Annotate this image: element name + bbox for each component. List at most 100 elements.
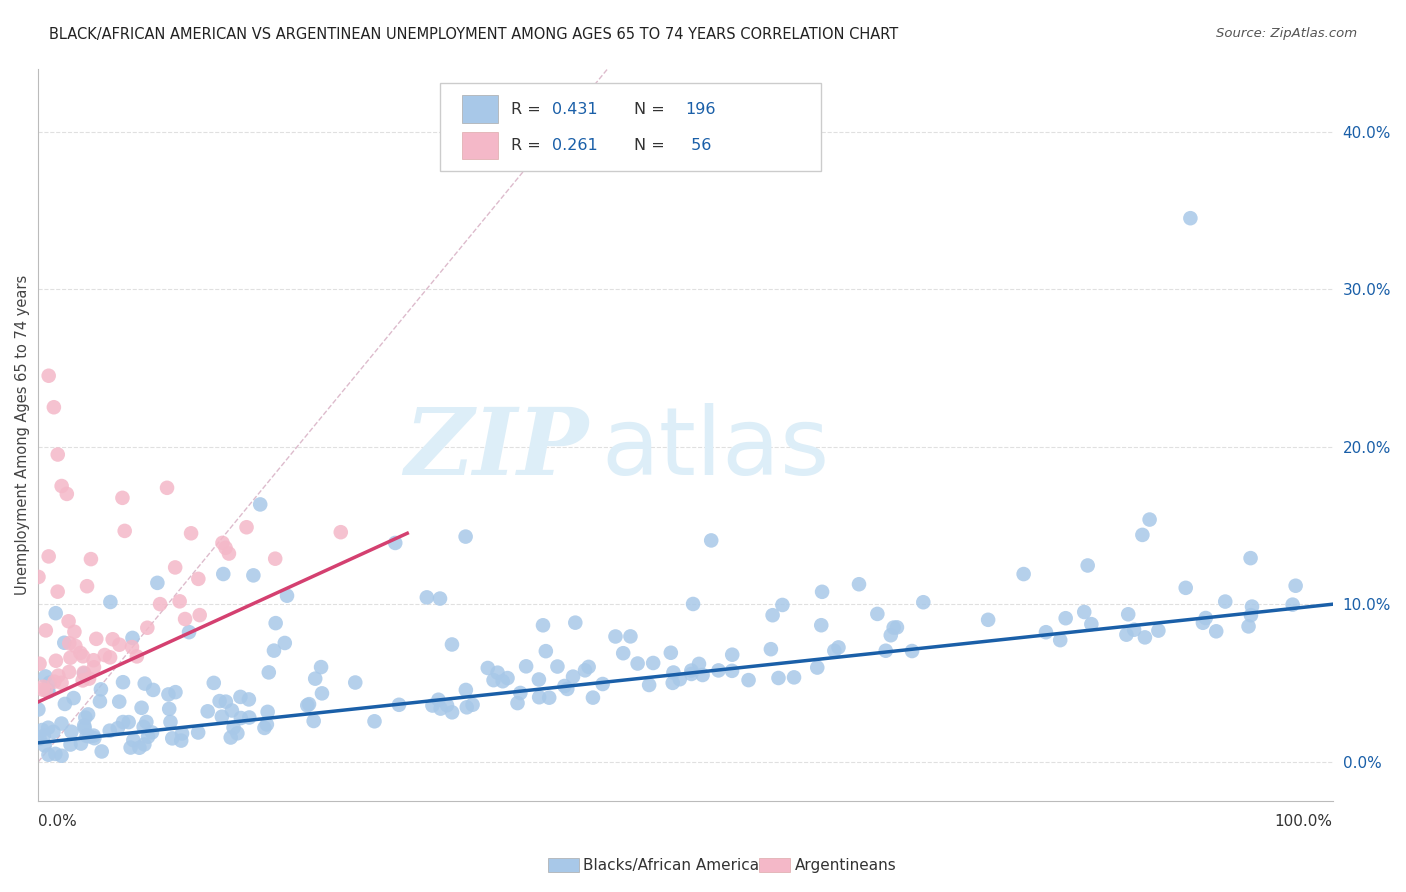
Point xyxy=(111,675,134,690)
Point xyxy=(27,702,49,716)
Point xyxy=(69,646,91,660)
Point xyxy=(263,643,285,657)
Point xyxy=(56,487,79,501)
Point xyxy=(108,638,131,652)
Point xyxy=(256,705,278,719)
Point xyxy=(553,679,575,693)
Point xyxy=(51,675,73,690)
Point xyxy=(1174,581,1197,595)
Point xyxy=(700,533,723,548)
Point xyxy=(108,695,131,709)
Point xyxy=(592,677,614,691)
Point xyxy=(60,724,83,739)
Point xyxy=(76,729,98,743)
Point xyxy=(98,650,121,665)
Point xyxy=(202,676,225,690)
Point xyxy=(80,552,103,566)
Point xyxy=(226,726,249,740)
Point xyxy=(107,721,129,735)
Point xyxy=(509,686,531,700)
Point xyxy=(242,568,264,582)
Point xyxy=(134,738,156,752)
Point xyxy=(506,696,529,710)
Point xyxy=(1049,633,1071,648)
Point xyxy=(302,714,325,728)
Point xyxy=(37,747,59,762)
Point xyxy=(692,668,714,682)
Point xyxy=(309,660,332,674)
Point xyxy=(1240,608,1263,623)
Point xyxy=(53,636,76,650)
Point xyxy=(27,570,49,584)
Point xyxy=(83,731,105,746)
Point xyxy=(238,710,260,724)
Point xyxy=(810,618,832,632)
Point xyxy=(668,672,690,686)
Point xyxy=(440,638,463,652)
Point xyxy=(1132,528,1154,542)
Point xyxy=(737,673,759,687)
Point xyxy=(759,642,782,657)
Point xyxy=(707,664,730,678)
Point xyxy=(1239,551,1261,566)
Text: N =: N = xyxy=(634,138,669,153)
Point xyxy=(58,615,80,629)
Point xyxy=(582,690,605,705)
Point xyxy=(177,625,200,640)
Text: 0.0%: 0.0% xyxy=(38,814,77,829)
Point xyxy=(77,672,100,686)
Point xyxy=(304,672,326,686)
Point xyxy=(42,401,65,415)
Point xyxy=(977,613,1000,627)
Point xyxy=(823,644,845,658)
Point xyxy=(1180,211,1202,226)
Point xyxy=(34,739,56,753)
Point xyxy=(125,649,148,664)
Point xyxy=(131,700,153,714)
Point xyxy=(46,584,69,599)
Point xyxy=(73,718,96,732)
Point xyxy=(416,591,439,605)
Point xyxy=(90,682,112,697)
Text: R =: R = xyxy=(510,102,546,117)
Point xyxy=(562,670,585,684)
Point xyxy=(564,615,586,630)
Point xyxy=(1080,617,1102,632)
Point xyxy=(42,724,65,739)
Point xyxy=(165,685,187,699)
Point xyxy=(441,706,464,720)
Point xyxy=(63,624,86,639)
Point xyxy=(73,721,96,735)
Point xyxy=(344,675,367,690)
Point xyxy=(134,676,156,690)
Point xyxy=(38,684,60,698)
Text: 0.261: 0.261 xyxy=(553,138,598,153)
Point xyxy=(538,690,561,705)
Point xyxy=(212,567,235,582)
Point xyxy=(77,707,100,722)
Point xyxy=(62,691,84,706)
Point xyxy=(1281,598,1303,612)
Point xyxy=(531,618,554,632)
Point xyxy=(141,725,163,739)
Point xyxy=(76,579,98,593)
Point xyxy=(44,747,66,761)
Point xyxy=(45,606,67,620)
Point xyxy=(482,673,505,687)
Text: 56: 56 xyxy=(686,138,711,153)
Point xyxy=(59,738,82,752)
Point xyxy=(83,729,105,743)
Point xyxy=(659,646,682,660)
Point xyxy=(187,572,209,586)
Point xyxy=(492,674,515,689)
Point xyxy=(477,661,499,675)
Point xyxy=(101,632,124,647)
Point xyxy=(866,607,889,621)
Point xyxy=(770,598,793,612)
Point xyxy=(883,621,905,635)
Point xyxy=(527,673,550,687)
Point xyxy=(806,660,828,674)
Point xyxy=(461,698,484,712)
Point xyxy=(256,717,278,731)
Point xyxy=(811,584,834,599)
